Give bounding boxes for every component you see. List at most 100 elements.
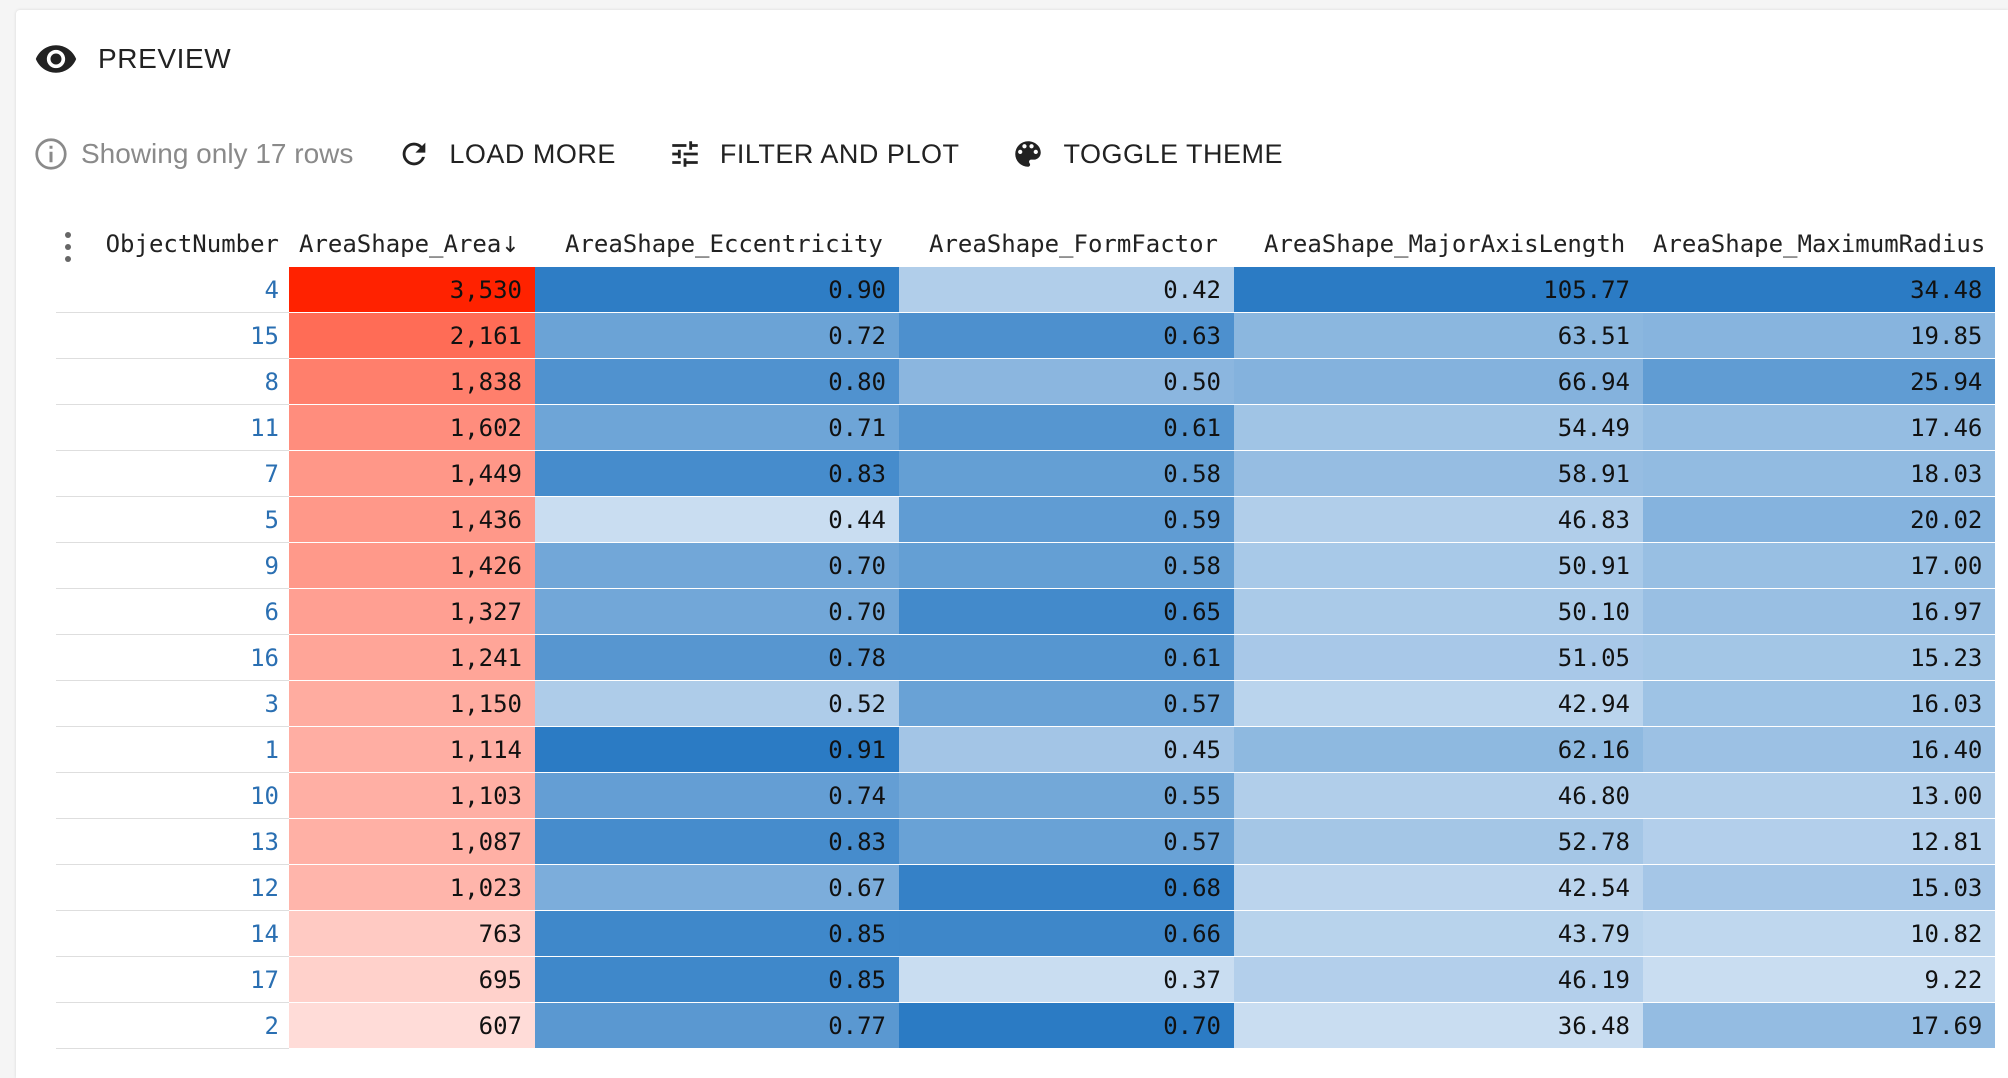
row-index-link[interactable]: 11 xyxy=(56,404,289,451)
row-index-link[interactable]: 4 xyxy=(56,267,289,313)
cell-areashape-majoraxislength: 46.83 xyxy=(1234,496,1643,543)
cell-areashape-formfactor: 0.45 xyxy=(899,726,1234,773)
data-table-container: ObjectNumber AreaShape_Area↓ AreaShape_E… xyxy=(56,221,1996,1049)
toolbar: Showing only 17 rows LOAD MORE FILTER AN… xyxy=(33,132,1335,176)
cell-areashape-area: 1,114 xyxy=(289,726,535,773)
cell-areashape-area: 763 xyxy=(289,910,535,957)
row-index-link[interactable]: 2 xyxy=(56,1002,289,1049)
column-header-area[interactable]: AreaShape_Area↓ xyxy=(289,221,535,267)
cell-areashape-maximumradius: 16.03 xyxy=(1643,680,1996,727)
table-row: 5 1,436 0.44 0.59 46.83 20.02 xyxy=(56,496,1996,543)
row-index-link[interactable]: 17 xyxy=(56,956,289,1003)
cell-areashape-maximumradius: 25.94 xyxy=(1643,358,1996,405)
cell-areashape-area: 1,449 xyxy=(289,450,535,497)
row-index-link[interactable]: 3 xyxy=(56,680,289,727)
column-header-eccentricity[interactable]: AreaShape_Eccentricity xyxy=(565,230,883,258)
row-index-link[interactable]: 1 xyxy=(56,726,289,773)
cell-areashape-maximumradius: 17.00 xyxy=(1643,542,1996,589)
cell-areashape-majoraxislength: 52.78 xyxy=(1234,818,1643,865)
cell-areashape-eccentricity: 0.85 xyxy=(535,956,899,1003)
cell-areashape-majoraxislength: 42.94 xyxy=(1234,680,1643,727)
cell-areashape-majoraxislength: 43.79 xyxy=(1234,910,1643,957)
cell-areashape-formfactor: 0.55 xyxy=(899,772,1234,819)
row-index-link[interactable]: 8 xyxy=(56,358,289,405)
cell-areashape-area: 3,530 xyxy=(289,267,535,313)
cell-areashape-majoraxislength: 50.91 xyxy=(1234,542,1643,589)
cell-areashape-maximumradius: 10.82 xyxy=(1643,910,1996,957)
table-row: 7 1,449 0.83 0.58 58.91 18.03 xyxy=(56,450,1996,497)
cell-areashape-majoraxislength: 46.19 xyxy=(1234,956,1643,1003)
table-row: 6 1,327 0.70 0.65 50.10 16.97 xyxy=(56,588,1996,635)
column-header-majoraxislength[interactable]: AreaShape_MajorAxisLength xyxy=(1264,230,1626,258)
column-menu-icon[interactable] xyxy=(58,232,78,266)
column-header-objectnumber[interactable]: ObjectNumber xyxy=(105,230,279,258)
cell-areashape-eccentricity: 0.44 xyxy=(535,496,899,543)
column-header-formfactor[interactable]: AreaShape_FormFactor xyxy=(929,230,1218,258)
cell-areashape-formfactor: 0.68 xyxy=(899,864,1234,911)
table-row: 4 3,530 0.90 0.42 105.77 34.48 xyxy=(56,267,1996,313)
table-body: 4 3,530 0.90 0.42 105.77 34.48 15 2,161 0.72 0.63… xyxy=(56,267,1996,1049)
row-index-link[interactable]: 14 xyxy=(56,910,289,957)
row-index-link[interactable]: 7 xyxy=(56,450,289,497)
cell-areashape-maximumradius: 15.03 xyxy=(1643,864,1996,911)
row-count-text: Showing only 17 rows xyxy=(81,138,354,169)
cell-areashape-formfactor: 0.63 xyxy=(899,312,1234,359)
row-index-link[interactable]: 12 xyxy=(56,864,289,911)
row-index-link[interactable]: 5 xyxy=(56,496,289,543)
row-index-link[interactable]: 15 xyxy=(56,312,289,359)
cell-areashape-area: 695 xyxy=(289,956,535,1003)
row-index-link[interactable]: 10 xyxy=(56,772,289,819)
cell-areashape-area: 1,426 xyxy=(289,542,535,589)
cell-areashape-majoraxislength: 42.54 xyxy=(1234,864,1643,911)
info-icon xyxy=(33,136,69,172)
cell-areashape-formfactor: 0.57 xyxy=(899,818,1234,865)
column-header-area-label: AreaShape_Area xyxy=(299,230,502,258)
cell-areashape-majoraxislength: 54.49 xyxy=(1234,404,1643,451)
row-index-link[interactable]: 13 xyxy=(56,818,289,865)
cell-areashape-formfactor: 0.61 xyxy=(899,634,1234,681)
cell-areashape-eccentricity: 0.83 xyxy=(535,450,899,497)
panel-header: PREVIEW xyxy=(34,38,231,80)
cell-areashape-eccentricity: 0.90 xyxy=(535,267,899,313)
column-header-maximumradius[interactable]: AreaShape_MaximumRadius xyxy=(1653,230,1986,258)
row-info: Showing only 17 rows xyxy=(33,136,353,172)
cell-areashape-formfactor: 0.59 xyxy=(899,496,1234,543)
table-row: 17 695 0.85 0.37 46.19 9.22 xyxy=(56,956,1996,1003)
cell-areashape-majoraxislength: 66.94 xyxy=(1234,358,1643,405)
cell-areashape-maximumradius: 17.46 xyxy=(1643,404,1996,451)
cell-areashape-majoraxislength: 62.16 xyxy=(1234,726,1643,773)
load-more-button[interactable]: LOAD MORE xyxy=(397,137,616,171)
row-index-link[interactable]: 6 xyxy=(56,588,289,635)
cell-areashape-majoraxislength: 36.48 xyxy=(1234,1002,1643,1049)
cell-areashape-maximumradius: 19.85 xyxy=(1643,312,1996,359)
row-index-link[interactable]: 9 xyxy=(56,542,289,589)
cell-areashape-formfactor: 0.58 xyxy=(899,450,1234,497)
cell-areashape-maximumradius: 13.00 xyxy=(1643,772,1996,819)
cell-areashape-eccentricity: 0.70 xyxy=(535,588,899,635)
cell-areashape-maximumradius: 15.23 xyxy=(1643,634,1996,681)
cell-areashape-eccentricity: 0.85 xyxy=(535,910,899,957)
table-row: 15 2,161 0.72 0.63 63.51 19.85 xyxy=(56,312,1996,359)
palette-icon xyxy=(1011,137,1045,171)
row-index-link[interactable]: 16 xyxy=(56,634,289,681)
cell-areashape-majoraxislength: 46.80 xyxy=(1234,772,1643,819)
toggle-theme-label: TOGGLE THEME xyxy=(1063,138,1284,169)
cell-areashape-formfactor: 0.57 xyxy=(899,680,1234,727)
cell-areashape-area: 2,161 xyxy=(289,312,535,359)
cell-areashape-formfactor: 0.70 xyxy=(899,1002,1234,1049)
filter-and-plot-button[interactable]: FILTER AND PLOT xyxy=(668,137,960,171)
cell-areashape-area: 1,241 xyxy=(289,634,535,681)
cell-areashape-eccentricity: 0.70 xyxy=(535,542,899,589)
eye-icon xyxy=(34,37,78,81)
cell-areashape-area: 1,103 xyxy=(289,772,535,819)
cell-areashape-formfactor: 0.58 xyxy=(899,542,1234,589)
table-row: 11 1,602 0.71 0.61 54.49 17.46 xyxy=(56,404,1996,451)
cell-areashape-maximumradius: 18.03 xyxy=(1643,450,1996,497)
table-row: 9 1,426 0.70 0.58 50.91 17.00 xyxy=(56,542,1996,589)
toggle-theme-button[interactable]: TOGGLE THEME xyxy=(1011,137,1283,171)
cell-areashape-majoraxislength: 105.77 xyxy=(1234,267,1643,313)
cell-areashape-area: 1,602 xyxy=(289,404,535,451)
cell-areashape-area: 1,838 xyxy=(289,358,535,405)
cell-areashape-eccentricity: 0.78 xyxy=(535,634,899,681)
cell-areashape-eccentricity: 0.91 xyxy=(535,726,899,773)
